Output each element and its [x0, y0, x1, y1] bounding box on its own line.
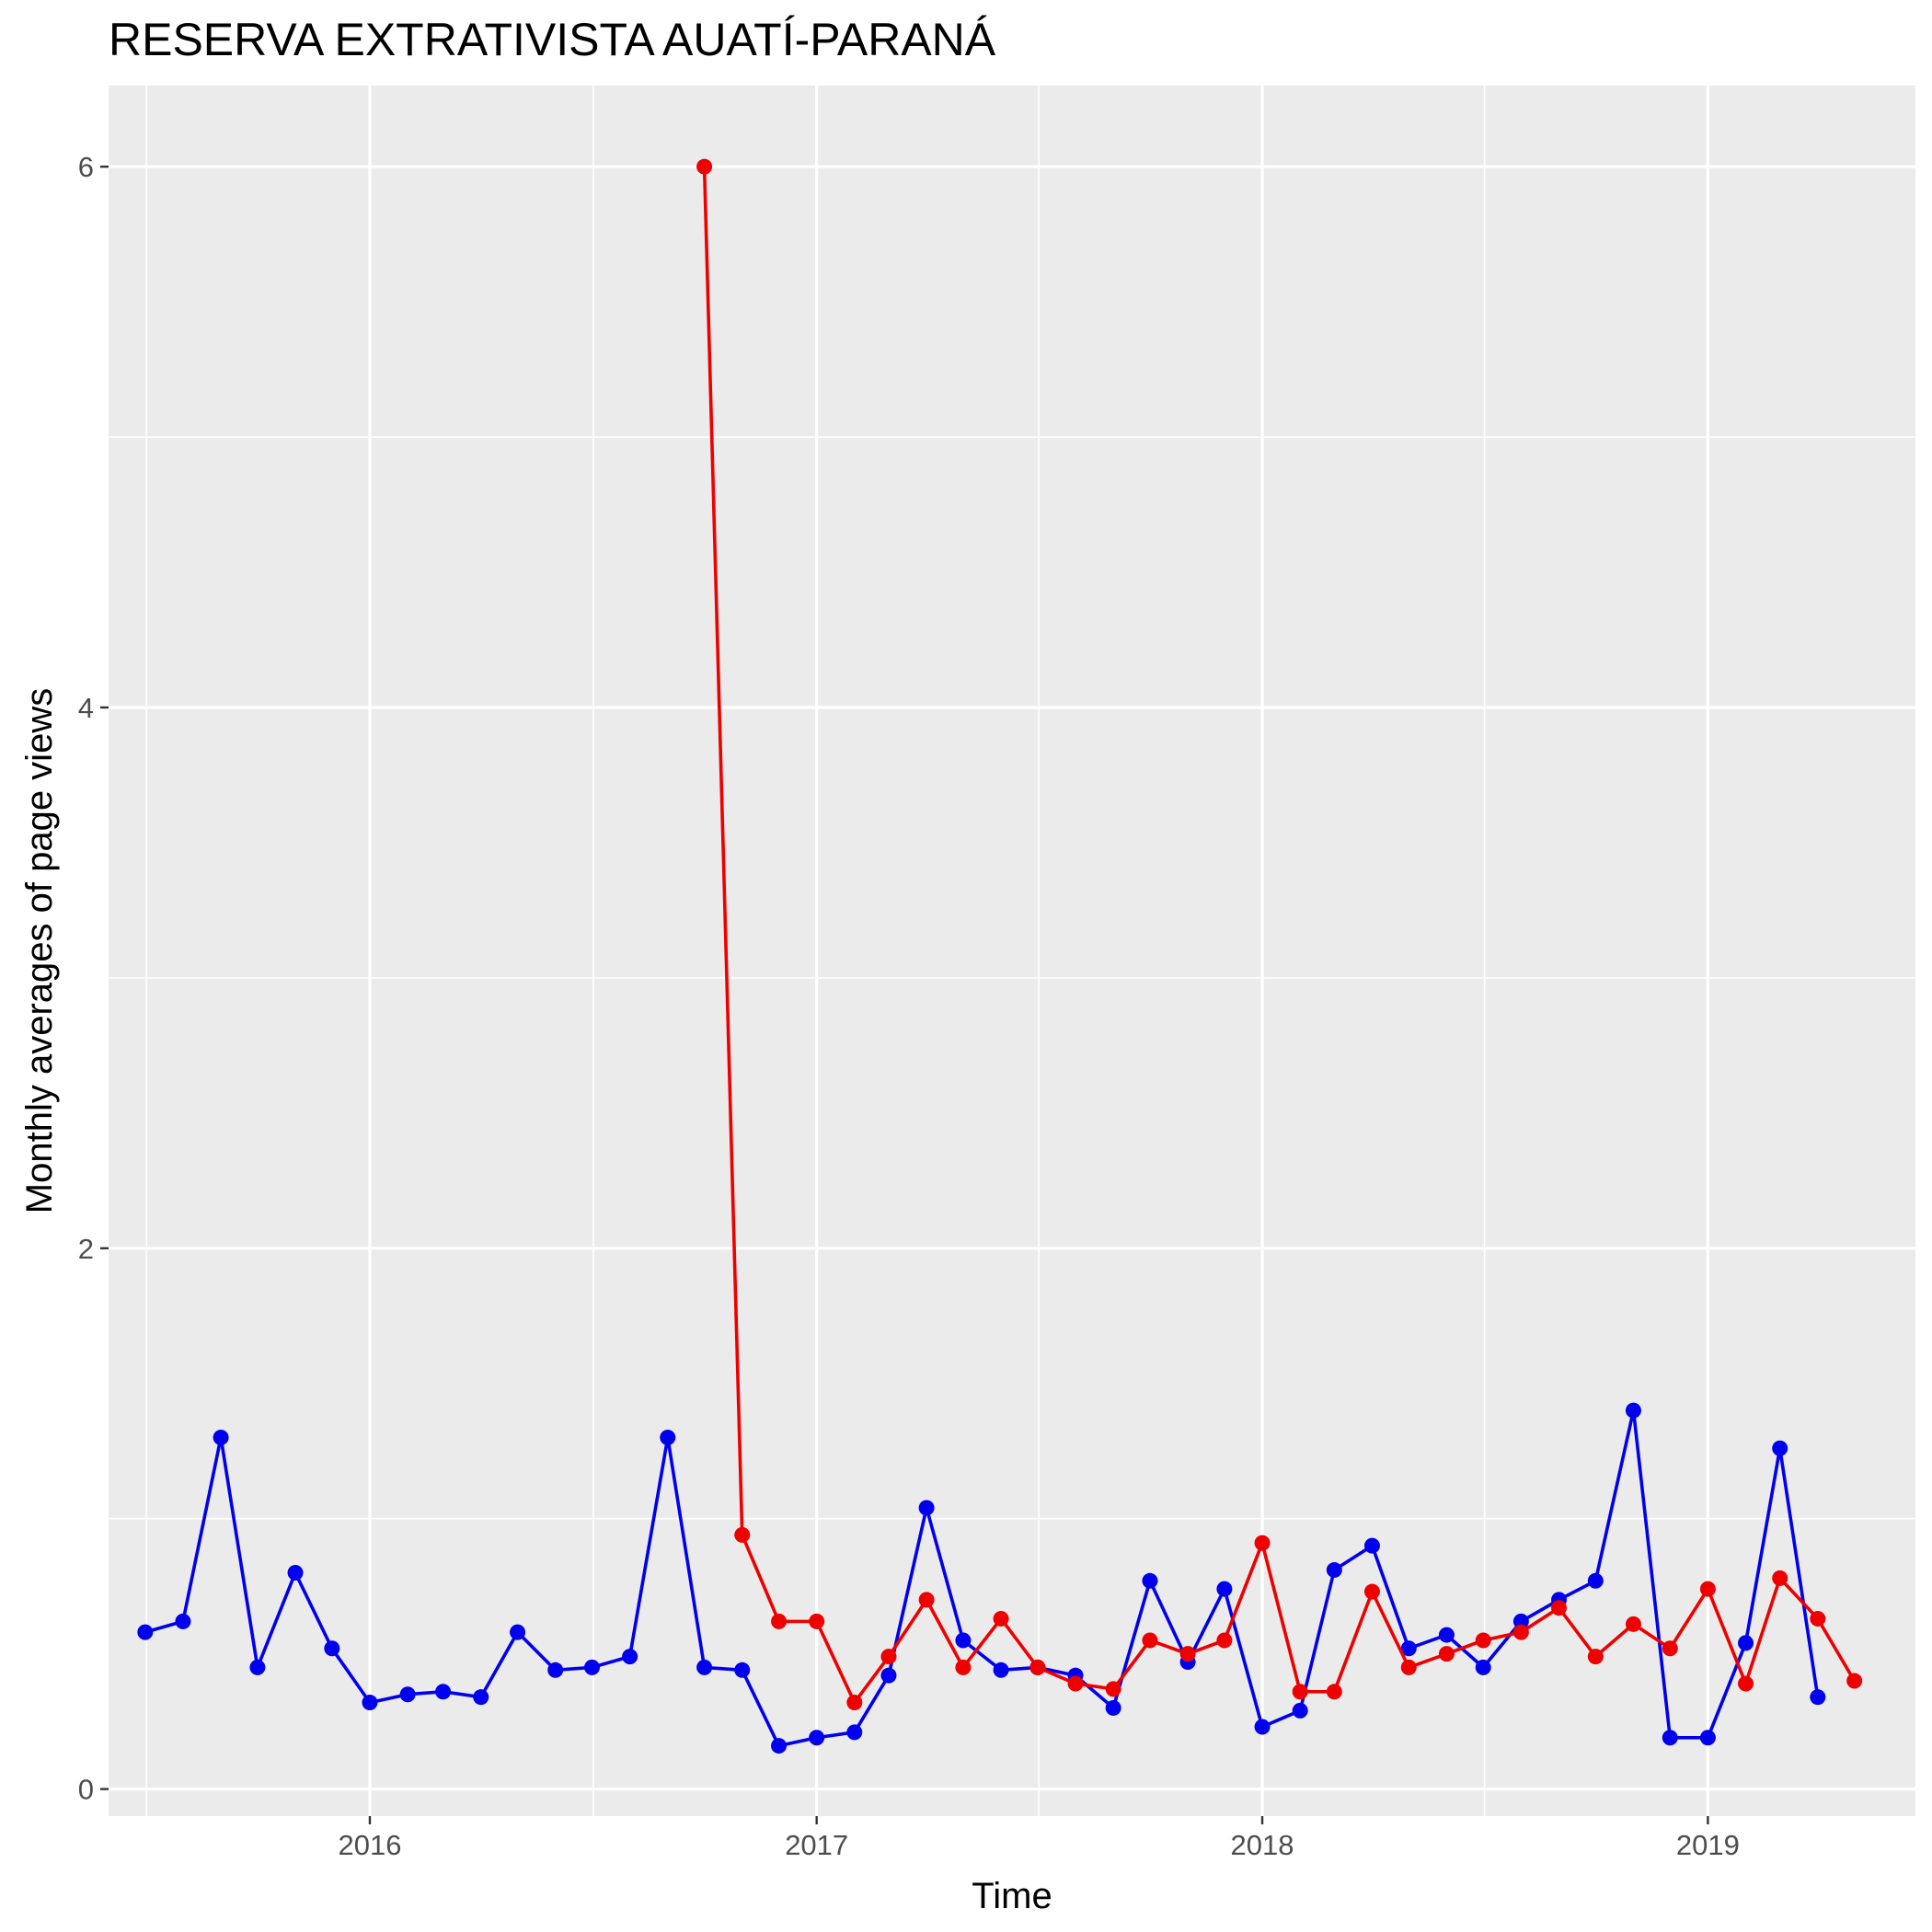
data-point [1105, 1681, 1121, 1697]
data-point [734, 1662, 751, 1678]
data-point [1254, 1535, 1271, 1551]
data-point [1662, 1640, 1678, 1657]
series-1 [137, 1402, 1826, 1754]
data-point [1216, 1632, 1233, 1649]
data-point [918, 1500, 935, 1516]
data-point [1363, 1583, 1380, 1600]
data-point [399, 1686, 416, 1703]
data-point [362, 1695, 378, 1711]
data-point [547, 1662, 564, 1678]
data-point [137, 1624, 154, 1640]
data-point [955, 1659, 972, 1675]
data-point [1400, 1659, 1417, 1675]
data-point [473, 1689, 489, 1706]
x-tick-label: 2016 [338, 1829, 401, 1861]
data-point [1475, 1632, 1491, 1649]
data-point [1292, 1702, 1308, 1719]
data-point [249, 1659, 266, 1675]
data-point [1254, 1719, 1271, 1735]
data-point [846, 1695, 863, 1711]
minor-gridlines [109, 86, 1915, 1816]
major-gridlines [109, 86, 1915, 1816]
data-point [1326, 1562, 1342, 1579]
data-point [955, 1632, 972, 1649]
x-tick-label: 2017 [785, 1829, 848, 1861]
data-point [1105, 1699, 1121, 1716]
data-point [771, 1613, 788, 1629]
data-point [1292, 1684, 1308, 1700]
series-layer [137, 158, 1863, 1754]
data-point [846, 1724, 863, 1741]
data-point [660, 1430, 676, 1446]
y-axis: 0 2 4 6 [78, 151, 109, 1806]
data-point [1475, 1659, 1491, 1675]
data-point [1179, 1646, 1196, 1662]
data-point [918, 1592, 935, 1608]
chart-title: RESERVA EXTRATIVISTA AUATÍ-PARANÁ [109, 14, 996, 65]
data-point [435, 1684, 452, 1700]
data-point [1738, 1675, 1754, 1692]
x-tick-label: 2019 [1676, 1829, 1740, 1861]
data-point [1772, 1440, 1788, 1456]
data-point [993, 1662, 1009, 1678]
data-point [1699, 1730, 1716, 1746]
data-point [1067, 1675, 1084, 1692]
data-point [175, 1613, 191, 1629]
data-point [1400, 1640, 1417, 1657]
data-point [1810, 1610, 1826, 1627]
data-point [734, 1526, 751, 1543]
data-point [1438, 1646, 1455, 1662]
data-point [622, 1649, 638, 1665]
data-point [1438, 1627, 1455, 1643]
data-point [1625, 1402, 1641, 1419]
data-point [213, 1430, 229, 1446]
series-2 [696, 158, 1863, 1711]
data-point [1326, 1684, 1342, 1700]
series-line [144, 1409, 1820, 1748]
y-tick-label: 6 [78, 151, 94, 183]
data-point [880, 1667, 897, 1684]
data-point [1142, 1572, 1158, 1589]
data-point [1512, 1613, 1529, 1629]
data-point [1587, 1649, 1604, 1665]
data-point [696, 1659, 713, 1675]
plot-panel [109, 86, 1915, 1816]
data-point [880, 1649, 897, 1665]
data-point [1587, 1572, 1604, 1589]
y-axis-title: Monthly averages of page views [19, 688, 60, 1213]
x-axis: 2016 2017 2018 2019 [338, 1816, 1740, 1861]
data-point [771, 1738, 788, 1754]
data-point [1810, 1689, 1826, 1706]
data-point [1363, 1537, 1380, 1554]
data-point [1738, 1635, 1754, 1651]
y-tick-label: 2 [78, 1233, 94, 1265]
data-point [1216, 1581, 1233, 1597]
y-tick-label: 4 [78, 692, 94, 724]
data-point [993, 1610, 1009, 1627]
x-tick-label: 2018 [1231, 1829, 1294, 1861]
data-point [809, 1613, 825, 1629]
data-point [1772, 1570, 1788, 1586]
y-tick-label: 0 [78, 1774, 94, 1806]
data-point [287, 1564, 304, 1581]
data-point [324, 1640, 340, 1657]
data-point [1846, 1673, 1863, 1689]
data-point [1029, 1659, 1046, 1675]
data-point [696, 158, 713, 175]
data-point [1142, 1632, 1158, 1649]
data-point [584, 1659, 601, 1675]
data-point [1699, 1581, 1716, 1597]
x-axis-title: Time [972, 1876, 1052, 1916]
data-point [1625, 1616, 1641, 1632]
data-point [809, 1730, 825, 1746]
data-point [1662, 1730, 1678, 1746]
data-point [1551, 1600, 1568, 1616]
data-point [1512, 1624, 1529, 1640]
data-point [510, 1624, 526, 1640]
